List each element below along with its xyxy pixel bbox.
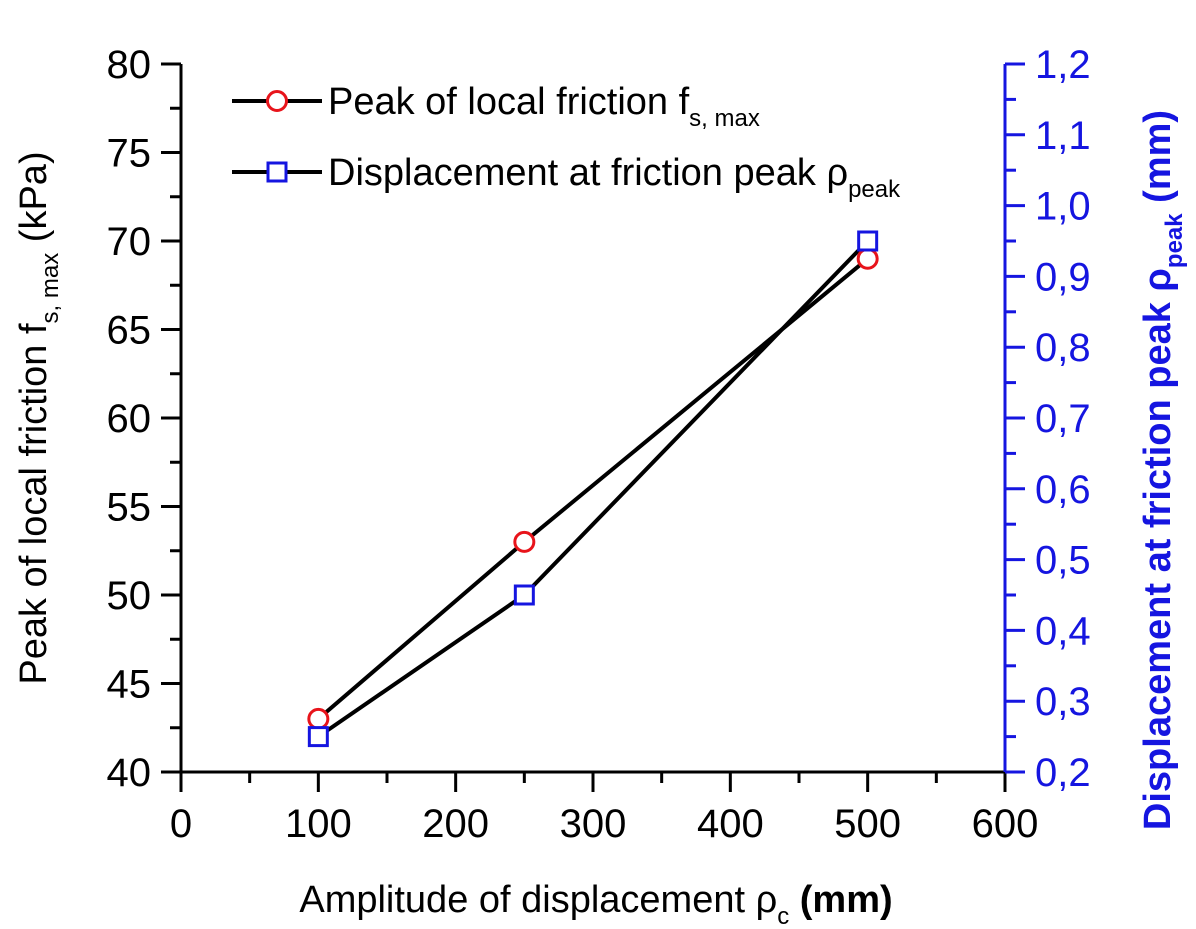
series-markers	[307, 230, 879, 748]
y-right-tick-label: 0,4	[1035, 609, 1091, 653]
y-right-axis-title: Displacement at friction peak ρpeak (mm)	[1137, 110, 1188, 830]
y-right-tick-label: 1,2	[1035, 43, 1091, 87]
x-tick-label: 500	[834, 802, 901, 846]
legend-marker-displacement-icon	[266, 161, 288, 183]
y-left-tick-label: 80	[107, 43, 152, 87]
legend-label-displacement: Displacement at friction peak ρpeak	[328, 152, 901, 203]
y-left-tick-label: 60	[107, 397, 152, 441]
y-right-tick-label: 0,9	[1035, 255, 1091, 299]
x-tick-label: 100	[285, 802, 352, 846]
y-right-tick-label: 1,0	[1035, 185, 1091, 229]
y-left-tick-label: 55	[107, 486, 152, 530]
y-right-tick-label: 0,7	[1035, 397, 1091, 441]
y-right-tick-label: 0,8	[1035, 326, 1091, 370]
series-lines	[317, 239, 870, 739]
legend-label-friction: Peak of local friction fs, max	[328, 81, 760, 132]
x-tick-label: 600	[972, 802, 1039, 846]
data-point-displacement	[307, 726, 329, 748]
y-left-axis-title: Peak of local friction fs, max (kPa)	[13, 151, 64, 684]
data-point-displacement	[857, 230, 879, 252]
legend-marker-friction-icon	[266, 90, 288, 112]
data-point-friction	[307, 707, 330, 730]
y-right-tick-label: 0,6	[1035, 468, 1091, 512]
x-axis-title: Amplitude of displacement ρc (mm)	[299, 879, 892, 929]
y-right-tick-label: 1,1	[1035, 114, 1091, 158]
y-right-tick-label: 0,2	[1035, 751, 1091, 795]
x-tick-label: 400	[697, 802, 764, 846]
data-point-friction	[513, 530, 536, 553]
y-left-tick-label: 40	[107, 751, 152, 795]
x-tick-label: 200	[422, 802, 489, 846]
series-line-1	[317, 239, 870, 739]
x-tick-label: 0	[170, 802, 192, 846]
x-tick-label: 300	[560, 802, 627, 846]
ticks: 40 45 50 55 60 65 70 75 80 0 100 200 300 400 500 600 0,2…	[107, 43, 1091, 846]
data-point-friction	[856, 247, 879, 270]
y-left-tick-label: 70	[107, 220, 152, 264]
y-right-tick-label: 0,5	[1035, 539, 1091, 583]
y-left-tick-label: 75	[107, 132, 152, 176]
y-left-tick-label: 45	[107, 663, 152, 707]
y-right-tick-label: 0,3	[1035, 680, 1091, 724]
legend: Peak of local friction fs, max Displacem…	[232, 81, 901, 203]
y-left-tick-label: 65	[107, 309, 152, 353]
y-left-tick-label: 50	[107, 574, 152, 618]
data-point-displacement	[513, 584, 535, 606]
